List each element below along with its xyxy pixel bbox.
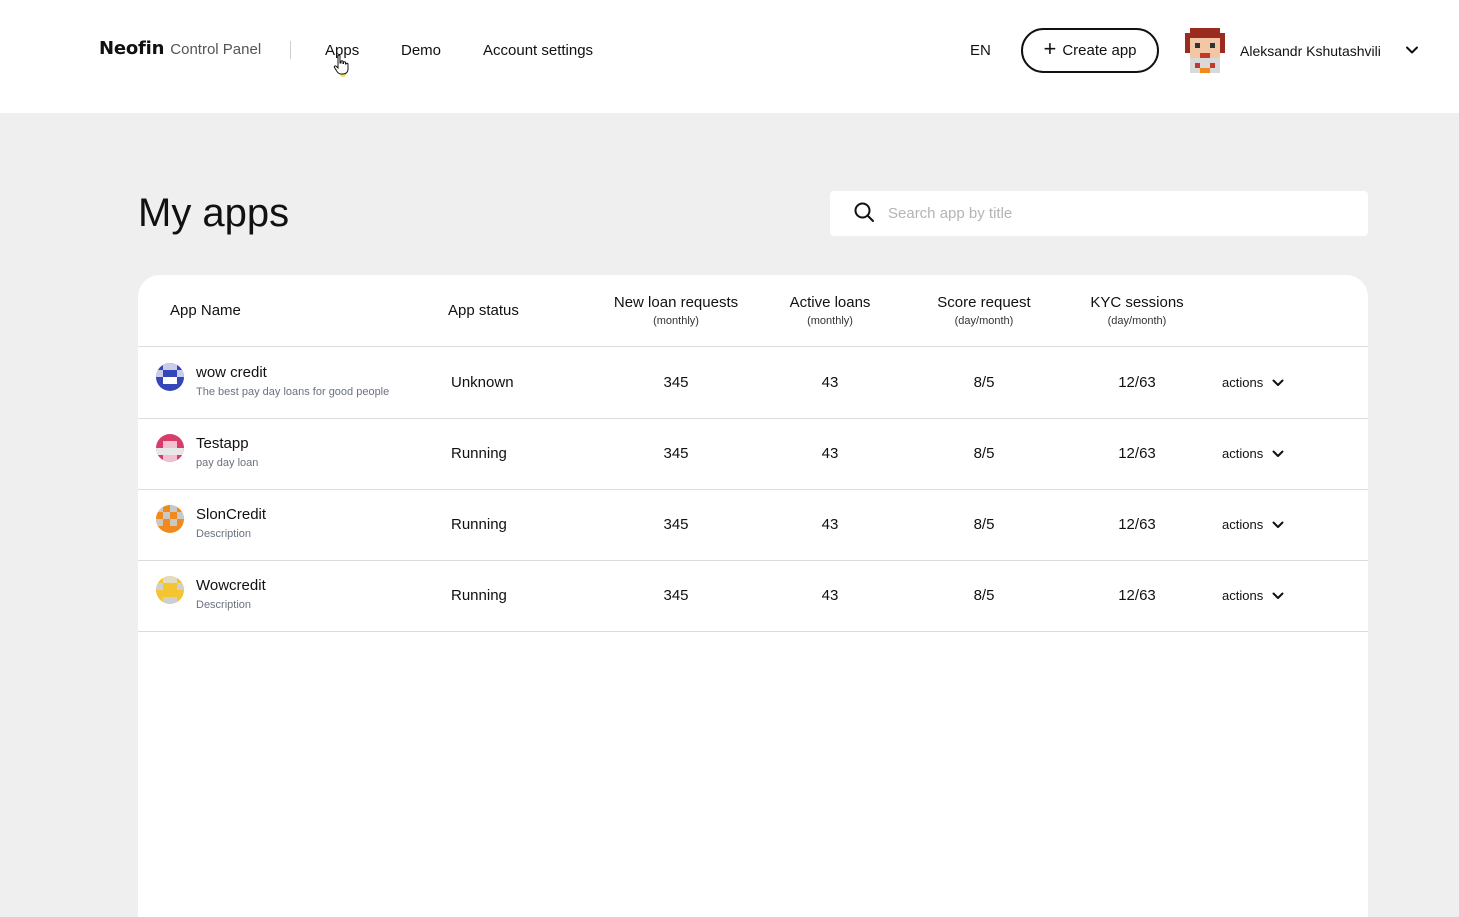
kyc-sessions: 12/63 [1118, 516, 1156, 533]
page-title: My apps [138, 191, 290, 235]
actions-label: actions [1222, 517, 1264, 532]
new-loan-requests: 345 [663, 516, 689, 533]
active-loans: 43 [821, 374, 839, 391]
hand-cursor-icon [333, 54, 349, 77]
app-avatar [156, 505, 184, 533]
app-name[interactable]: wow credit [196, 364, 267, 381]
table-row[interactable]: SlonCredit Description Running 345 43 8/… [138, 489, 1368, 561]
chevron-down-icon [1272, 379, 1284, 386]
app-name[interactable]: SlonCredit [196, 506, 267, 523]
apps-table: App Name App status New loan requests (m… [138, 275, 1368, 917]
table-row[interactable]: wow credit The best pay day loans for go… [138, 347, 1368, 419]
search-icon [854, 202, 874, 222]
new-loan-requests: 345 [663, 587, 689, 604]
kyc-sessions: 12/63 [1118, 374, 1156, 391]
app-name[interactable]: Wowcredit [196, 577, 266, 594]
score-request: 8/5 [973, 587, 995, 604]
app-status: Running [451, 587, 507, 604]
chevron-down-icon [1272, 592, 1284, 599]
nav-account-settings[interactable]: Account settings [483, 42, 594, 59]
actions-dropdown[interactable]: actions [1222, 489, 1285, 560]
column-header-kyc-sessions: KYC sessions (day/month) [1057, 275, 1217, 346]
app-status: Running [451, 445, 507, 462]
column-header-label: Active loans [789, 294, 871, 311]
actions-dropdown[interactable]: actions [1222, 347, 1285, 418]
new-loan-requests: 345 [663, 374, 689, 391]
chevron-down-icon[interactable] [1404, 42, 1420, 58]
kyc-sessions: 12/63 [1118, 445, 1156, 462]
column-header-score-request: Score request (day/month) [904, 275, 1064, 346]
new-loan-requests: 345 [663, 445, 689, 462]
actions-label: actions [1222, 375, 1264, 390]
app-avatar [156, 576, 184, 604]
column-header-label: KYC sessions [1090, 294, 1184, 311]
column-header-label: Score request [937, 294, 1031, 311]
app-description: The best pay day loans for good people [196, 386, 390, 398]
chevron-down-icon [1272, 450, 1284, 457]
active-loans: 43 [821, 587, 839, 604]
actions-dropdown[interactable]: actions [1222, 418, 1285, 489]
app-status: Unknown [451, 374, 514, 391]
column-header-new-loan-requests: New loan requests (monthly) [596, 275, 756, 346]
search-box[interactable] [830, 191, 1368, 236]
nav-divider [290, 41, 291, 59]
column-header-sublabel: (day/month) [954, 315, 1014, 327]
kyc-sessions: 12/63 [1118, 587, 1156, 604]
app-avatar [156, 363, 184, 391]
column-header-sublabel: (day/month) [1107, 315, 1167, 327]
user-name[interactable]: Aleksandr Kshutashvili [1240, 43, 1381, 59]
create-app-button[interactable]: + Create app [1021, 28, 1159, 73]
table-row[interactable]: Wowcredit Description Running 345 43 8/5… [138, 560, 1368, 632]
logo-product: Control Panel [170, 41, 262, 58]
app-name[interactable]: Testapp [196, 435, 249, 452]
active-loans: 43 [821, 445, 839, 462]
actions-label: actions [1222, 446, 1264, 461]
app-status: Running [451, 516, 507, 533]
nav-apps[interactable]: Apps [325, 42, 360, 59]
score-request: 8/5 [973, 374, 995, 391]
app-avatar [156, 434, 184, 462]
search-input[interactable] [888, 205, 1348, 222]
column-header-app-status: App status [448, 275, 519, 346]
nav-demo[interactable]: Demo [401, 42, 442, 59]
chevron-down-icon [1272, 521, 1284, 528]
actions-label: actions [1222, 588, 1264, 603]
column-header-app-name: App Name [170, 275, 241, 346]
create-app-label: Create app [1062, 42, 1137, 59]
app-description: Description [196, 599, 252, 611]
score-request: 8/5 [973, 516, 995, 533]
column-header-active-loans: Active loans (monthly) [750, 275, 910, 346]
logo-brand: Neofin [99, 38, 165, 59]
user-avatar[interactable] [1185, 28, 1225, 73]
actions-dropdown[interactable]: actions [1222, 560, 1285, 631]
top-bar: Neofin Control Panel Apps Demo Account s… [0, 0, 1459, 113]
column-header-label: App status [448, 302, 519, 319]
column-header-label: New loan requests [613, 294, 739, 311]
logo[interactable]: Neofin Control Panel [99, 38, 261, 59]
column-header-sublabel: (monthly) [653, 315, 699, 327]
app-description: pay day loan [196, 457, 259, 469]
app-description: Description [196, 528, 252, 540]
active-loans: 43 [821, 516, 839, 533]
score-request: 8/5 [973, 445, 995, 462]
column-header-sublabel: (monthly) [807, 315, 853, 327]
plus-icon: + [1043, 36, 1057, 61]
language-selector[interactable]: EN [970, 42, 991, 59]
column-header-label: App Name [170, 302, 241, 319]
header-divider [138, 346, 1368, 347]
table-row[interactable]: Testapp pay day loan Running 345 43 8/5 … [138, 418, 1368, 490]
